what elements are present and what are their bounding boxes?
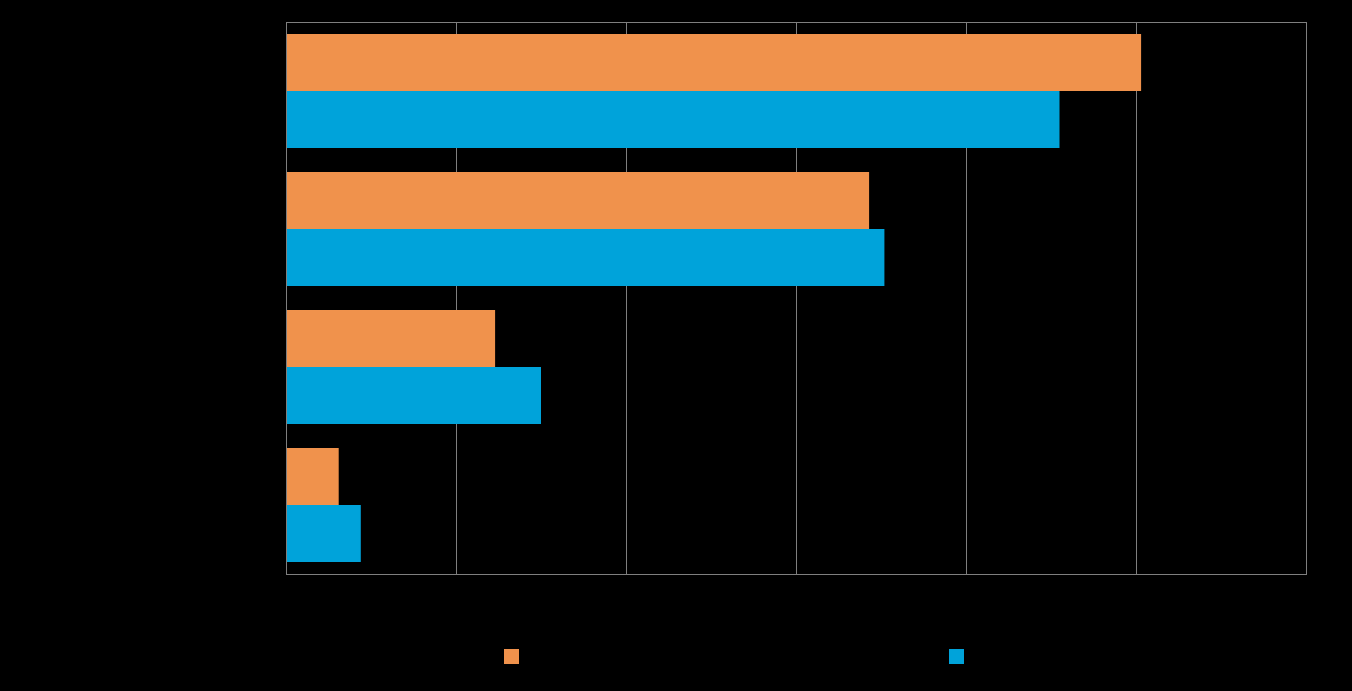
bar-category-4-series-1 <box>286 448 339 505</box>
bar-category-2-series-2 <box>286 229 885 286</box>
bar-category-2-series-1 <box>286 172 870 229</box>
bar-category-3-series-1 <box>286 310 496 367</box>
legend-swatch-series-2 <box>949 649 964 664</box>
legend-swatch-series-1 <box>504 649 519 664</box>
bar-category-3-series-2 <box>286 367 541 424</box>
bars <box>286 34 1142 562</box>
bar-category-4-series-2 <box>286 505 361 562</box>
legend <box>504 649 964 664</box>
plot-area-border <box>286 22 1307 575</box>
bar-category-1-series-1 <box>286 34 1142 91</box>
bar-category-1-series-2 <box>286 91 1060 148</box>
